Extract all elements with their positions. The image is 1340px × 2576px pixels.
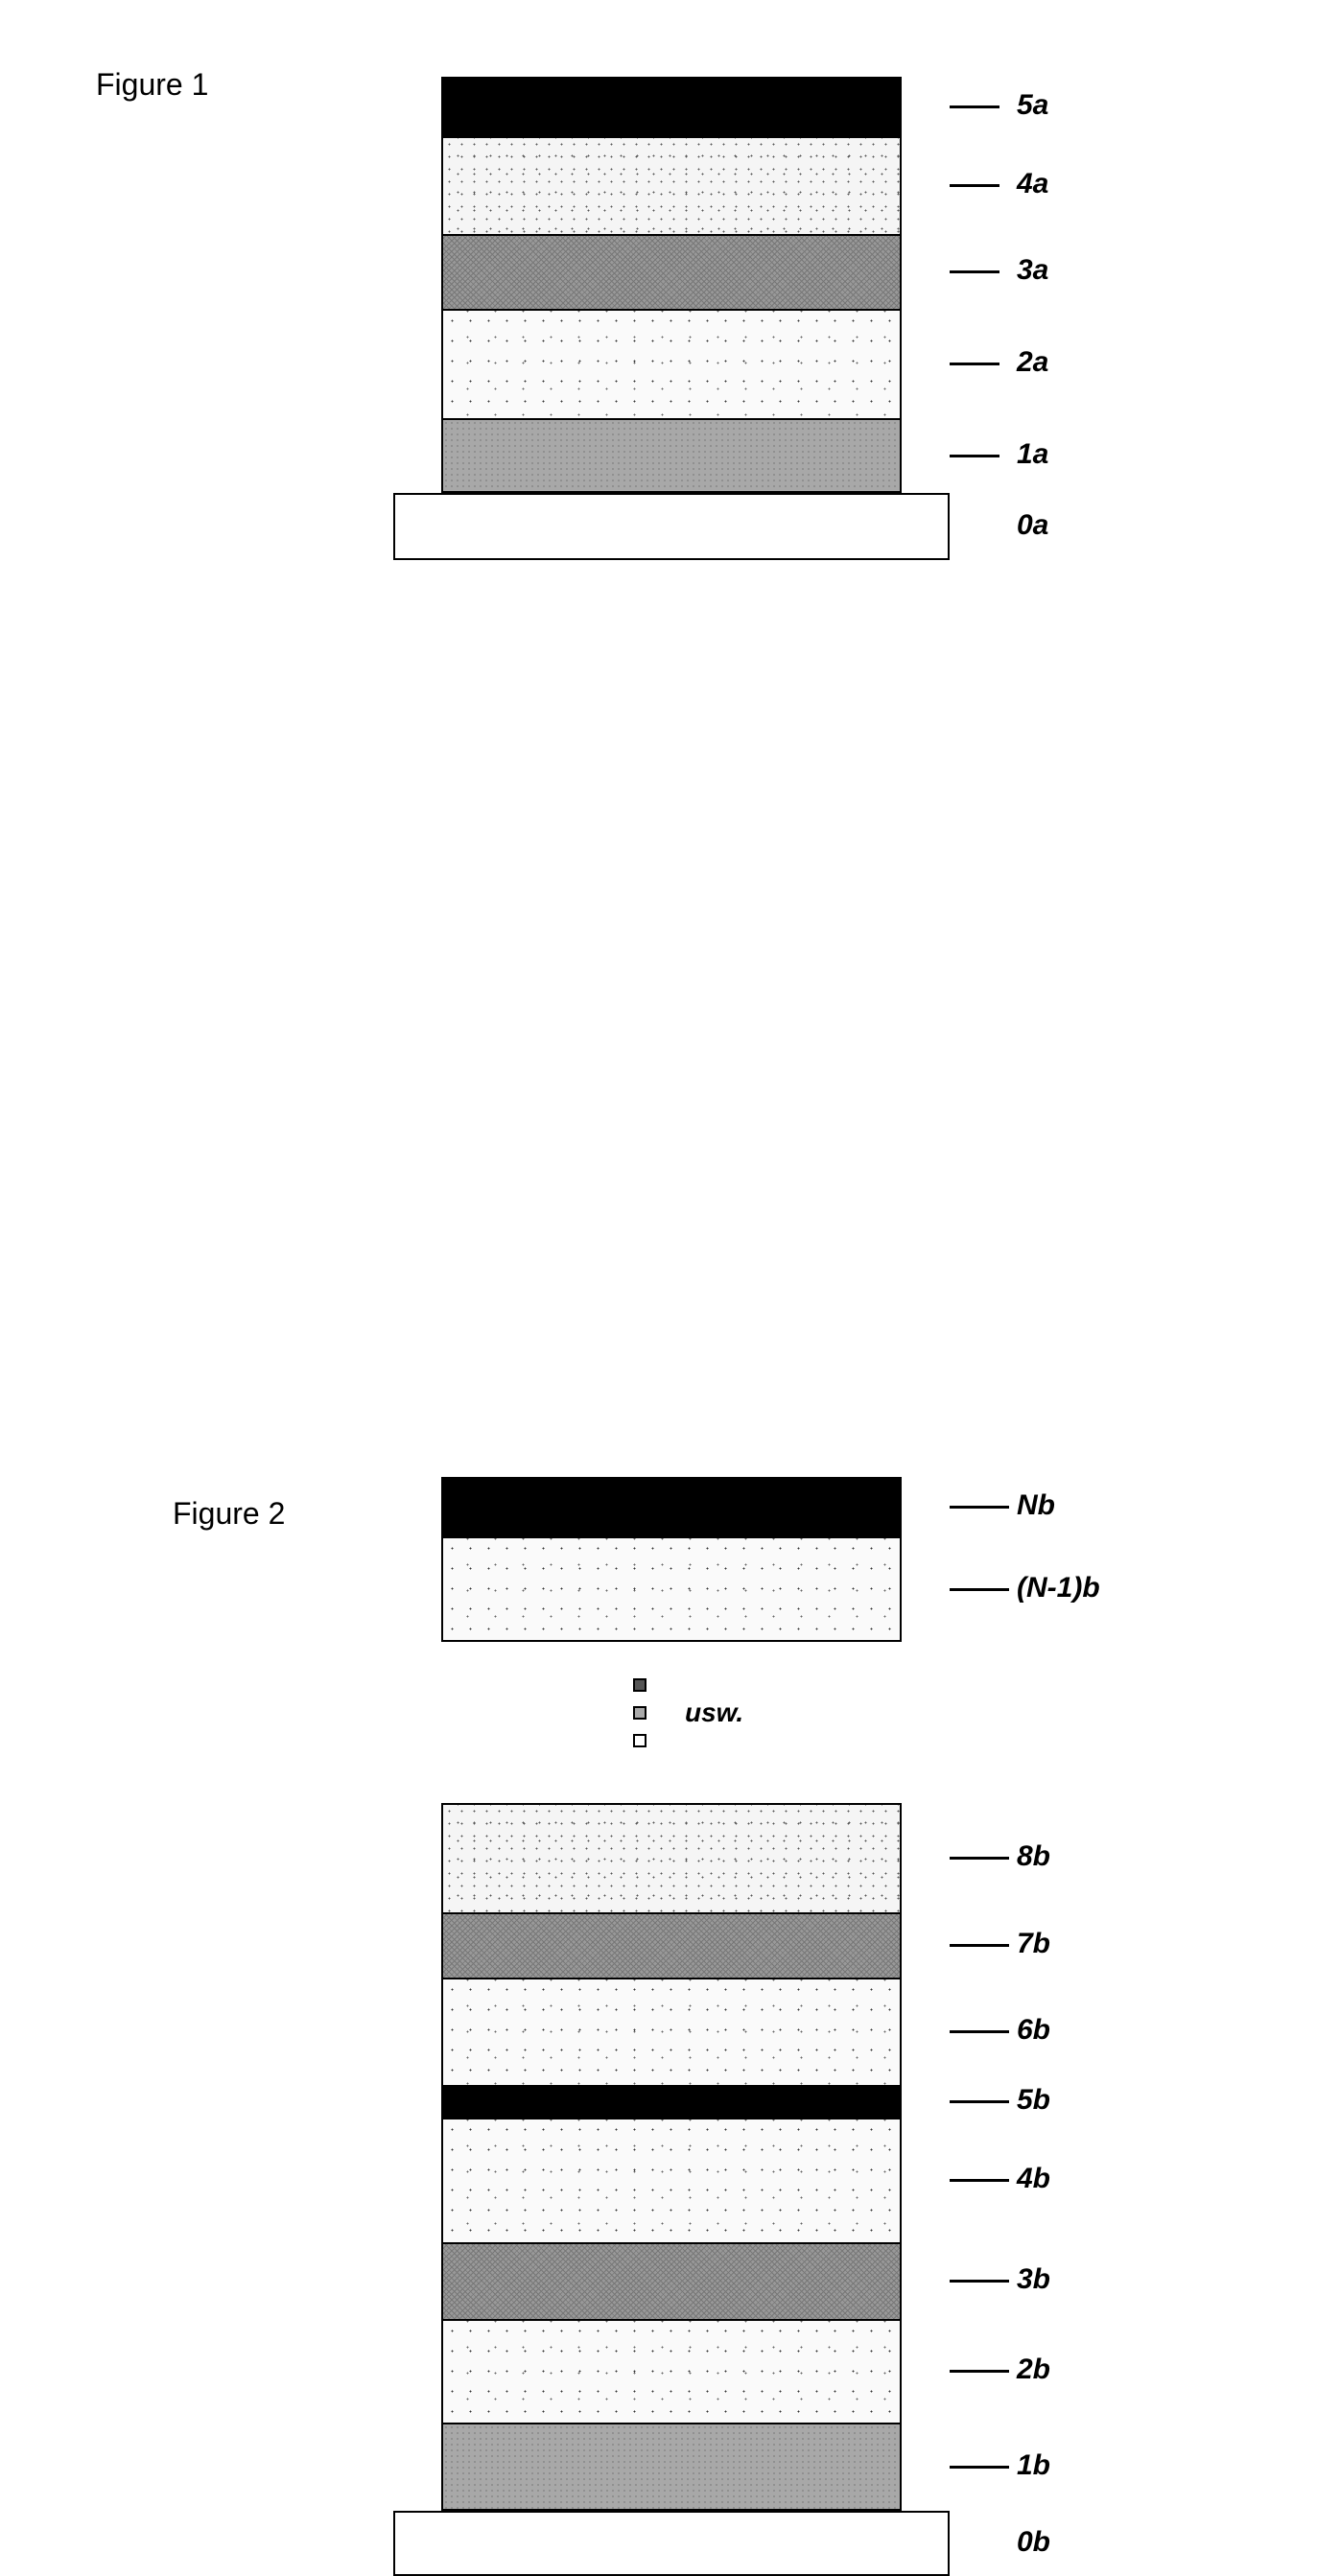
- layer-5b: [441, 2085, 902, 2118]
- tick-6b: [950, 2030, 1009, 2033]
- page: Figure 1 5a4a3a2a1a0a Figure 2 Nb(N-1)b …: [38, 38, 1302, 1899]
- layer-label-2a: 2a: [1017, 346, 1048, 379]
- substrate-0a: [393, 493, 950, 560]
- tick-Nb: [950, 1506, 1009, 1509]
- layer-3a: [441, 234, 902, 309]
- layer-7b: [441, 1912, 902, 1978]
- ellipsis-square-icon: [633, 1734, 646, 1747]
- tick-N-1b: [950, 1588, 1009, 1591]
- tick-8b: [950, 1857, 1009, 1860]
- tick-4b: [950, 2179, 1009, 2182]
- layer-label-5a: 5a: [1017, 89, 1048, 122]
- ellipsis-dot-1: usw.: [633, 1698, 743, 1728]
- figure-1-stack: 5a4a3a2a1a0a: [441, 77, 902, 493]
- ellipsis-square-icon: [633, 1706, 646, 1720]
- substrate-label-0a: 0a: [1017, 509, 1048, 542]
- layer-5a: [441, 77, 902, 136]
- figure-1: Figure 1 5a4a3a2a1a0a: [38, 38, 1302, 652]
- usw-label: usw.: [685, 1698, 743, 1728]
- layer-label-3b: 3b: [1017, 2263, 1050, 2296]
- layer-2b: [441, 2319, 902, 2423]
- figure-2-bottom-stack: 8b7b6b5b4b3b2b1b0b: [441, 1803, 902, 2511]
- layer-label-4b: 4b: [1017, 2163, 1050, 2195]
- layer-4a: [441, 136, 902, 234]
- layer-1b: [441, 2423, 902, 2511]
- substrate-label-0b: 0b: [1017, 2526, 1050, 2559]
- layer-label-4a: 4a: [1017, 168, 1048, 200]
- tick-5b: [950, 2100, 1009, 2103]
- tick-3b: [950, 2280, 1009, 2283]
- figure-2-top-stack: Nb(N-1)b: [441, 1477, 902, 1642]
- ellipsis-dot-2: [633, 1734, 646, 1747]
- figure-2-ellipsis: usw.: [633, 1678, 743, 1747]
- layer-6b: [441, 1978, 902, 2085]
- layer-label-N-1b: (N-1)b: [1017, 1572, 1100, 1604]
- layer-label-1b: 1b: [1017, 2449, 1050, 2482]
- layer-label-6b: 6b: [1017, 2014, 1050, 2047]
- layer-8b: [441, 1803, 902, 1912]
- tick-3a: [950, 270, 999, 273]
- ellipsis-dot-0: [633, 1678, 646, 1692]
- tick-7b: [950, 1944, 1009, 1947]
- layer-label-Nb: Nb: [1017, 1489, 1055, 1522]
- layer-label-8b: 8b: [1017, 1840, 1050, 1873]
- layer-label-3a: 3a: [1017, 254, 1048, 287]
- tick-2b: [950, 2370, 1009, 2373]
- substrate-0b: [393, 2511, 950, 2576]
- layer-label-1a: 1a: [1017, 438, 1048, 471]
- layer-label-2b: 2b: [1017, 2354, 1050, 2386]
- figure-1-label: Figure 1: [96, 67, 208, 103]
- layer-Nb: [441, 1477, 902, 1536]
- tick-2a: [950, 363, 999, 365]
- figure-2-label: Figure 2: [173, 1496, 285, 1532]
- layer-label-5b: 5b: [1017, 2084, 1050, 2117]
- layer-4b: [441, 2118, 902, 2242]
- layer-label-7b: 7b: [1017, 1928, 1050, 1960]
- tick-1b: [950, 2466, 1009, 2469]
- tick-4a: [950, 184, 999, 187]
- tick-5a: [950, 105, 999, 108]
- layer-N-1b: [441, 1536, 902, 1642]
- layer-3b: [441, 2242, 902, 2319]
- figure-2: Figure 2 Nb(N-1)b usw. 8b7b6b5b4b3b2b1b0…: [38, 748, 1302, 1899]
- layer-1a: [441, 418, 902, 493]
- ellipsis-square-icon: [633, 1678, 646, 1692]
- layer-2a: [441, 309, 902, 418]
- tick-1a: [950, 455, 999, 457]
